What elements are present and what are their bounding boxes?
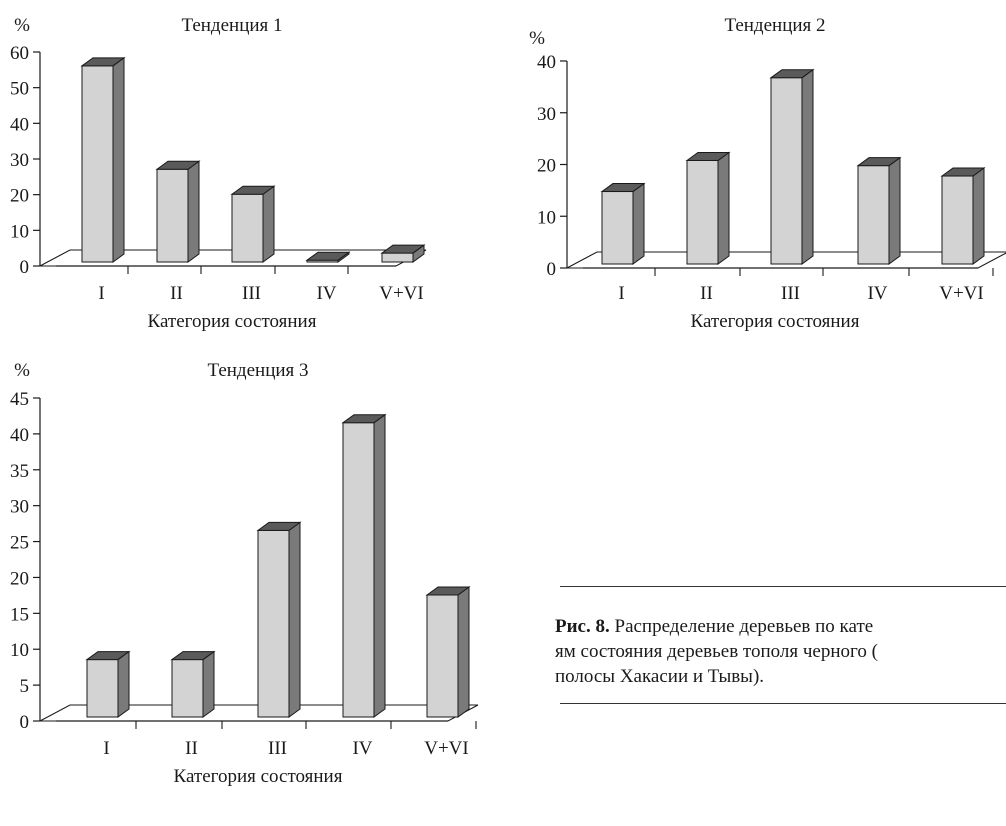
bar-front [941,175,974,265]
bar-front [81,65,114,263]
y-tick-label: 20 [537,156,556,177]
x-tick-label: III [781,283,800,304]
x-tick-label: IV [316,283,336,304]
bar-top [80,57,126,67]
bar-side [262,185,275,263]
caption-label: Рис. 8. [555,616,610,637]
y-tick-label: 40 [10,425,29,446]
bar-side [112,56,125,263]
y-tick-label: 25 [10,533,29,554]
bar-front [342,422,375,718]
x-tick-label: V+VI [424,738,469,759]
bar-top [940,167,986,177]
bar-top [230,185,276,195]
figure-caption: Рис. 8. Распределение деревьев по кате я… [555,614,995,689]
bar-front [231,193,264,263]
bar-front [686,160,719,265]
bar-side [373,413,386,718]
bar-front [601,191,634,265]
y-axis-unit: % [14,360,30,381]
x-axis-title: Категория состояния [174,766,343,787]
bar-top [769,69,815,79]
y-tick-label: 0 [547,259,557,280]
bar-top [380,244,426,254]
y-tick-label: 30 [10,150,29,171]
y-tick-label: 45 [10,389,29,410]
bar-top [170,651,216,661]
y-tick-label: 0 [20,257,30,278]
y-tick-label: 15 [10,604,29,625]
y-tick-label: 30 [10,497,29,518]
y-tick-label: 10 [10,221,29,242]
y-tick-label: 30 [537,104,556,125]
bar-top [85,651,131,661]
bar-top [155,160,201,170]
bar-front [426,594,459,718]
y-tick-label: 10 [10,640,29,661]
bar-side [717,151,730,265]
bar-side [187,160,200,263]
chart-title: Тенденция 1 [181,15,282,36]
caption-bottom-rule [560,703,1006,704]
bar-side [888,156,901,265]
chart-title: Тенденция 2 [724,15,825,36]
x-tick-label: II [185,738,198,759]
bar-side [972,167,985,265]
y-axis-unit: % [529,28,545,49]
y-tick-label: 60 [10,43,29,64]
x-axis-title: Категория состояния [148,311,317,332]
y-tick-label: 20 [10,186,29,207]
x-tick-label: IV [352,738,372,759]
chart-title: Тенденция 3 [207,360,308,381]
x-tick-label: I [98,283,104,304]
bar-front [857,165,890,265]
x-tick-label: I [103,738,109,759]
bar-front [381,252,414,263]
caption-top-rule [560,586,1006,587]
x-tick-label: III [268,738,287,759]
bar-side [202,650,215,718]
y-tick-label: 40 [10,114,29,135]
x-tick-label: IV [867,283,887,304]
caption-line-1: Рис. 8. Распределение деревьев по кате [555,614,995,639]
y-tick-label: 50 [10,79,29,100]
caption-line-2: ям состояния деревьев тополя черного ( [555,641,878,662]
bar-top [425,586,471,596]
bar-side [117,650,130,718]
bar-front [171,659,204,718]
bar-top [856,157,902,167]
bar-side [457,585,470,718]
y-tick-label: 0 [20,712,30,733]
x-axis-title: Категория состояния [691,311,860,332]
x-tick-label: I [618,283,624,304]
y-tick-label: 5 [20,676,30,697]
y-tick-label: 20 [10,568,29,589]
y-tick-label: 40 [537,52,556,73]
bar-side [632,182,645,265]
bar-top [685,152,731,161]
bar-top [305,251,351,261]
x-tick-label: II [170,283,183,304]
bar-front [86,659,119,718]
x-tick-label: V+VI [939,283,984,304]
caption-text-1: Распределение деревьев по кате [609,616,874,637]
bar-front [257,529,290,718]
bar-top [256,521,302,531]
caption-line-3: полосы Хакасии и Тывы). [555,666,765,687]
bar-side [288,521,301,718]
x-tick-label: V+VI [379,283,424,304]
bar-front [770,77,803,265]
bar-side [801,68,814,265]
bar-front [156,168,189,263]
bar-top [600,183,646,193]
x-tick-label: III [242,283,261,304]
y-tick-label: 35 [10,461,29,482]
bar-top [341,414,387,424]
y-axis-unit: % [14,15,30,36]
x-tick-label: II [700,283,713,304]
y-tick-label: 10 [537,207,556,228]
